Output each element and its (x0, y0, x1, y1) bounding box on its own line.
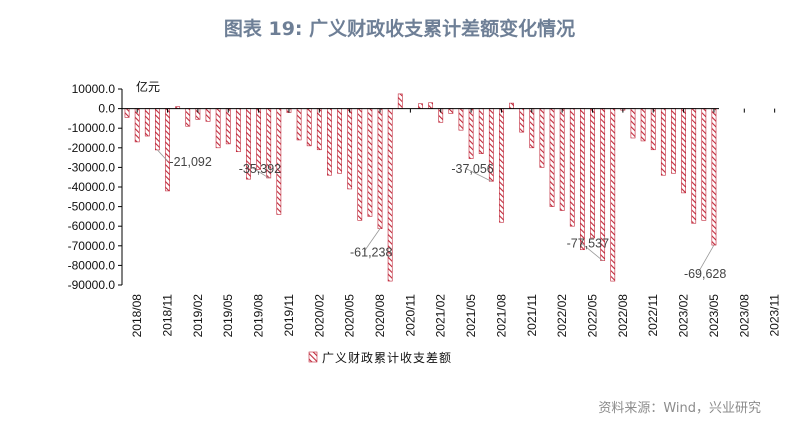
x-tick-label: 2021/11 (525, 294, 539, 337)
y-tick-label: -60000.0 (68, 219, 116, 233)
data-label-leader (252, 167, 269, 179)
bar (337, 108, 342, 174)
y-tick-label: -90000.0 (68, 278, 116, 292)
x-tick-label: 2019/08 (252, 294, 266, 338)
bar (377, 108, 383, 229)
y-tick-label: -10000.0 (68, 121, 116, 135)
legend-label: 广义财政累计收支差额 (322, 351, 452, 365)
legend: 广义财政累计收支差额 (308, 351, 452, 365)
bar (499, 108, 504, 223)
bar (691, 108, 697, 224)
bar (235, 108, 241, 153)
x-tick-label: 2018/11 (161, 294, 175, 337)
x-tick-label: 2019/02 (191, 294, 205, 338)
data-label: -37,056 (451, 162, 493, 176)
bar (630, 108, 636, 139)
bar (428, 102, 434, 109)
bar (256, 108, 262, 170)
bar (327, 108, 332, 176)
bar (316, 108, 322, 151)
bar (701, 108, 707, 221)
legend-swatch (308, 351, 318, 363)
x-tick-label: 2022/05 (586, 294, 600, 338)
bar (205, 108, 211, 122)
data-label: -77,537 (567, 237, 609, 251)
bar (478, 108, 484, 154)
y-tick-label: -20000.0 (68, 141, 116, 155)
x-tick-label: 2023/08 (737, 294, 751, 338)
bar (357, 108, 363, 221)
y-tick-label: -80000.0 (68, 258, 116, 272)
x-tick-label: 2021/08 (494, 294, 508, 338)
x-tick-label: 2023/05 (707, 294, 721, 338)
x-tick-label: 2019/05 (221, 294, 235, 338)
y-tick-label: -70000.0 (68, 239, 116, 253)
bar (519, 108, 525, 133)
x-tick-label: 2021/02 (434, 294, 448, 338)
data-label-leader (580, 242, 603, 261)
bar (144, 108, 150, 137)
x-tick-label: 2020/02 (312, 294, 326, 338)
y-tick-label: 0.0 (98, 102, 115, 116)
bar (418, 103, 423, 109)
y-tick-label: 10000.0 (72, 82, 116, 96)
bar (215, 108, 221, 149)
x-tick-label: 2020/11 (403, 294, 417, 337)
bar (367, 108, 373, 217)
y-tick-label: -30000.0 (68, 160, 116, 174)
data-label-leader (157, 149, 168, 162)
data-label: -69,628 (684, 267, 726, 281)
bar (590, 108, 595, 239)
bar (579, 108, 585, 251)
x-tick-label: 2021/05 (464, 294, 478, 338)
data-label: -21,092 (169, 155, 211, 169)
x-tick-label: 2022/08 (616, 294, 630, 338)
bar (347, 108, 353, 190)
bar (650, 108, 656, 151)
bar (448, 108, 454, 114)
bar (165, 108, 170, 192)
x-tick-label: 2023/11 (768, 294, 782, 337)
data-label-leader (363, 228, 381, 252)
bar (397, 93, 403, 109)
bar (559, 108, 565, 211)
y-tick-label: -50000.0 (68, 200, 116, 214)
data-label-leader (697, 244, 715, 274)
chart-title: 图表 19: 广义财政收支累计差额变化情况 (223, 18, 576, 40)
x-tick-label: 2018/08 (130, 294, 144, 338)
bar (610, 108, 616, 282)
bar (549, 108, 555, 207)
bar (660, 108, 666, 176)
bar (134, 108, 140, 143)
bar (711, 108, 717, 246)
bar (509, 102, 514, 109)
data-label-leader (465, 167, 492, 182)
bar (124, 108, 130, 118)
source-note: 资料来源：Wind，兴业研究 (598, 401, 761, 416)
bar (185, 108, 191, 127)
x-tick-label: 2019/11 (282, 294, 296, 337)
bar (458, 108, 464, 131)
y-tick-label: -40000.0 (68, 180, 116, 194)
x-tick-label: 2022/02 (555, 294, 569, 338)
x-tick-label: 2020/05 (343, 294, 357, 338)
data-label: -61,238 (350, 246, 392, 260)
x-tick-label: 2020/08 (373, 294, 387, 338)
bar (155, 108, 160, 151)
bar (306, 108, 312, 147)
bar (569, 108, 575, 227)
bar (671, 108, 676, 174)
bar (225, 108, 231, 145)
bar (640, 108, 646, 142)
bar (296, 108, 302, 141)
x-tick-label: 2023/02 (677, 294, 691, 338)
bar (681, 108, 686, 194)
unit-label: 亿元 (136, 79, 160, 94)
data-label: -35,392 (239, 162, 281, 176)
x-tick-label: 2022/11 (646, 294, 660, 337)
bar (468, 108, 474, 159)
bar (539, 108, 545, 168)
bar (529, 108, 535, 149)
